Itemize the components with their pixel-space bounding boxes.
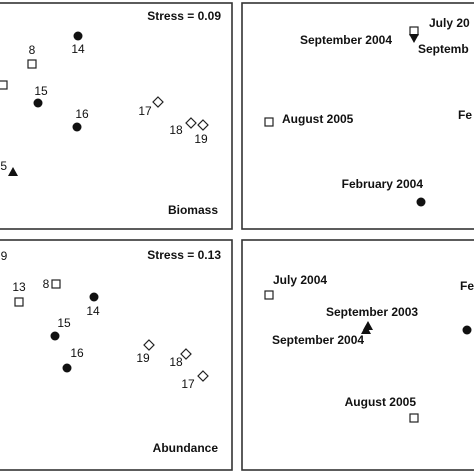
- top-left-point-5-marker: [185, 117, 197, 129]
- bottom-left-point-6-label: 19: [136, 351, 150, 365]
- bottom-left-point-4-label: 15: [57, 316, 71, 330]
- bottom-left-point-5-label: 16: [70, 346, 84, 360]
- panel-frame-bottom-left: [0, 239, 233, 471]
- top-left-point-5-label: 18: [169, 123, 183, 137]
- bottom-left-point-2-label: 8: [43, 277, 50, 291]
- panel-frame-bottom-right: [241, 239, 474, 471]
- top-left-point-1-label: 14: [71, 42, 85, 56]
- top-right-point-3-marker: [264, 117, 274, 127]
- bottom-left-point-8-marker: [197, 370, 209, 382]
- top-left-point-2-marker: [33, 98, 43, 108]
- bottom-right-point-5-marker: [409, 413, 419, 423]
- panel-frame-top-left: [0, 2, 233, 230]
- top-right-point-0-marker: [409, 26, 419, 36]
- bottom-right-point-1-label: Fe: [460, 279, 474, 293]
- bottom-left-point-1-label: 13: [12, 280, 26, 294]
- top-left-point-7-marker: [8, 167, 18, 176]
- bottom-right-point-0-label: July 2004: [273, 273, 327, 287]
- bottom-left-point-5-marker: [62, 363, 72, 373]
- bottom-left-point-2-marker: [51, 279, 61, 289]
- bottom-left-point-1-marker: [14, 297, 24, 307]
- bottom-left-point-3-label: 14: [86, 304, 100, 318]
- top-left-point-3-marker: [72, 122, 82, 132]
- top-right-point-3-label: August 2005: [282, 112, 354, 126]
- panel-label-biomass: Biomass: [168, 203, 218, 217]
- bottom-left-point-7-marker: [180, 348, 192, 360]
- top-right-point-1-label: September 2004: [300, 33, 392, 47]
- top-left-point-7-label: 5: [0, 159, 7, 173]
- bottom-left-point-6-marker: [143, 339, 155, 351]
- top-left-point-0-marker: [27, 59, 37, 69]
- top-right-point-5-marker: [416, 197, 426, 207]
- top-right-point-5-label: February 2004: [342, 177, 424, 191]
- stress-label-bottom: Stress = 0.13: [147, 248, 221, 262]
- bottom-left-point-3-marker: [89, 292, 99, 302]
- bottom-right-point-5-label: August 2005: [345, 395, 417, 409]
- top-right-point-1-marker: [409, 34, 419, 43]
- stress-label-top: Stress = 0.09: [147, 9, 221, 23]
- top-left-point-6-label: 19: [194, 132, 208, 146]
- bottom-left-point-0-label: 9: [1, 249, 8, 263]
- bottom-left-point-7-label: 18: [169, 355, 183, 369]
- top-left-point-0-label: 8: [29, 43, 36, 57]
- top-left-point-4-label: 17: [138, 104, 152, 118]
- top-right-point-0-label: July 20: [429, 16, 470, 30]
- top-right-point-4-label: Fe: [458, 108, 472, 122]
- top-left-point-1-marker: [73, 31, 83, 41]
- bottom-right-point-2-label: September 2003: [326, 305, 418, 319]
- top-left-point-3-label: 16: [75, 107, 89, 121]
- panel-label-abundance: Abundance: [153, 441, 219, 455]
- bottom-right-point-3-label: September 2004: [272, 333, 364, 347]
- top-right-point-2-label: Septemb: [418, 42, 469, 56]
- top-left-point-2-label: 15: [34, 84, 48, 98]
- top-left-point-8-marker: [0, 80, 8, 90]
- panel-frame-top-right: [241, 2, 474, 230]
- top-left-point-6-marker: [197, 119, 209, 131]
- bottom-right-point-3-marker: [361, 325, 371, 334]
- top-left-point-4-marker: [152, 96, 164, 108]
- bottom-right-point-4-marker: [462, 325, 472, 335]
- bottom-left-point-4-marker: [50, 331, 60, 341]
- bottom-left-point-8-label: 17: [181, 377, 195, 391]
- bottom-right-point-0-marker: [264, 290, 274, 300]
